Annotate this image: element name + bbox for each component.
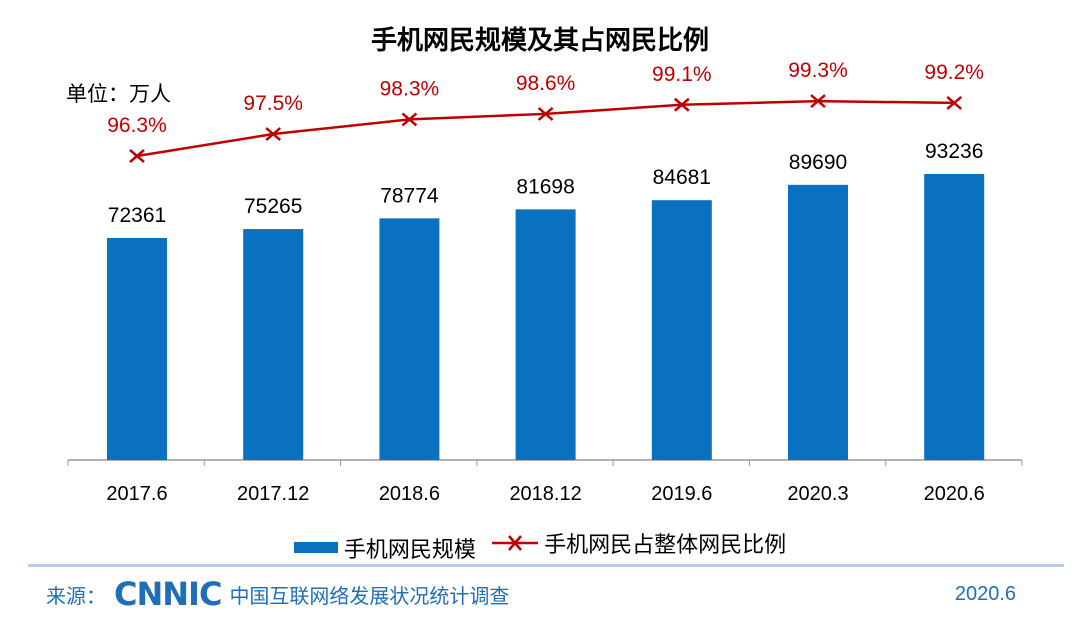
x-tick-label: 2017.12 [237,483,309,505]
chart-plot: 72361 2017.6 75265 2017.12 78774 2018.6 81698 2… [67,59,1023,505]
legend-item-line: 手机网民占整体网民比例 [490,527,786,559]
chart-title: 手机网民规模及其占网民比例 [370,25,709,55]
bar-value-label: 72361 [108,204,166,227]
legend: 手机网民规模 手机网民占整体网民比例 [0,527,1080,564]
line-value-label: 99.1% [652,63,712,86]
line-marker [401,112,418,127]
line-marker [673,97,690,112]
legend-line-swatch [492,535,539,551]
bar [243,229,304,460]
legend-bar-swatch [293,542,338,553]
source-label: 来源： [46,585,106,608]
legend-line-label: 手机网民占整体网民比例 [544,532,787,557]
line-value-label: 98.3% [380,77,440,100]
bar-value-label: 81698 [516,175,574,198]
x-tick-label: 2018.12 [509,483,581,505]
bar [924,173,985,460]
bar-value-label: 89690 [789,151,847,174]
x-tick-label: 2020.6 [924,483,985,505]
line-marker [946,95,963,110]
legend-bar-label: 手机网民规模 [343,536,476,562]
cnnic-logo: CNNIC [114,575,222,613]
line-marker [265,127,282,141]
footer: 来源： CNNIC 中国互联网络发展状况统计调查 2020.6 [46,575,1016,613]
bar [379,218,440,460]
unit-label: 单位：万人 [66,83,171,106]
line-value-label: 96.3% [107,114,167,137]
line-marker [537,106,554,121]
line-value-label: 99.2% [924,61,984,84]
x-tick-label: 2017.6 [106,483,167,505]
legend-item-bar: 手机网民规模 [293,532,476,564]
bar [788,184,848,460]
line-value-label: 97.5% [243,92,303,115]
bar-value-label: 75265 [244,195,302,218]
source-text: 中国互联网络发展状况统计调查 [229,585,510,608]
line-value-label: 98.6% [516,72,576,95]
x-tick-label: 2019.6 [651,483,712,505]
bar-value-label: 84681 [653,166,711,189]
line-marker [129,149,145,163]
footer-date: 2020.6 [954,582,1016,605]
x-tick-label: 2018.6 [379,483,440,505]
line-value-label: 99.3% [788,59,848,82]
bar-value-label: 93236 [925,140,983,163]
bar-value-label: 78774 [380,184,439,207]
bar [107,238,167,460]
line-marker [810,94,826,109]
bar [515,209,576,460]
bar [651,200,712,460]
x-tick-label: 2020.3 [787,483,848,505]
footer-divider [28,564,1064,567]
